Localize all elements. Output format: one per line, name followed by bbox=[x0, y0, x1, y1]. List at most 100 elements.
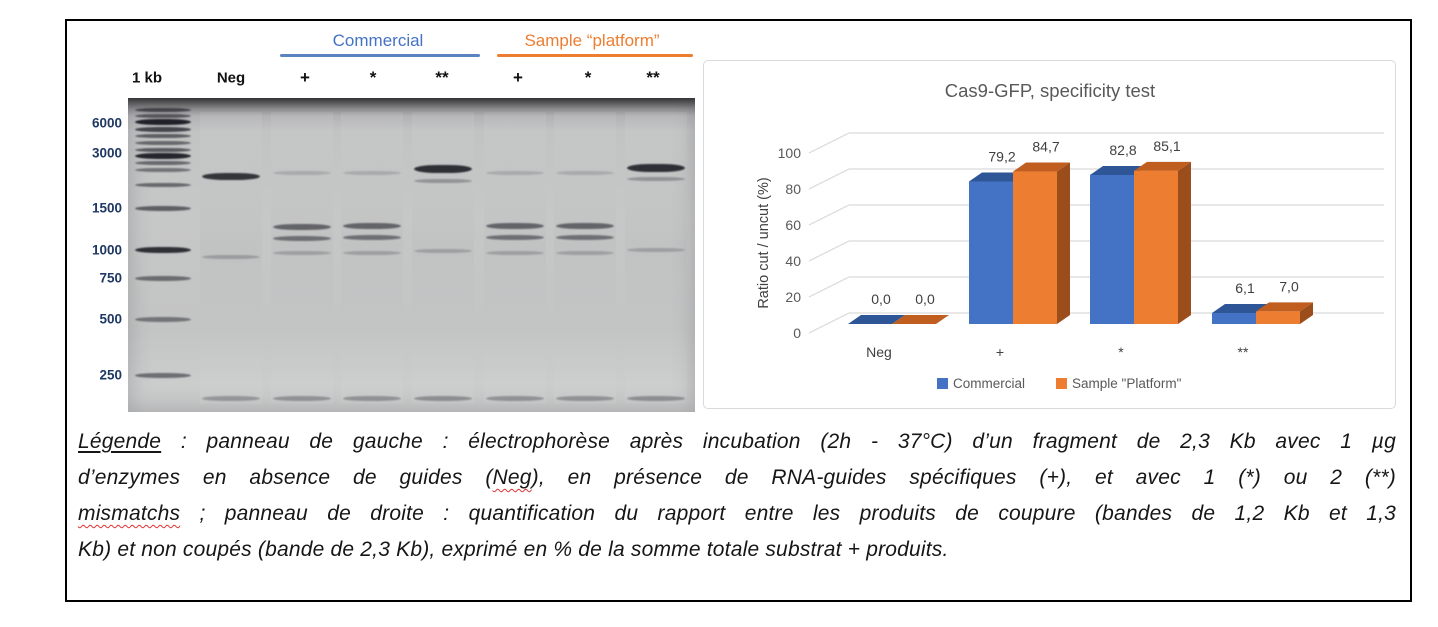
gel-marker-label: 6000 bbox=[91, 115, 122, 131]
caption-text: ), en présence de RNA-guides spécifiques… bbox=[531, 466, 1396, 489]
value-label: 84,7 bbox=[1032, 139, 1059, 155]
caption-spellcheck-word: mismatchs bbox=[78, 502, 181, 525]
gel-band bbox=[343, 395, 401, 401]
y-axis-title: Ratio cut / uncut (%) bbox=[756, 177, 772, 308]
grid-diagonal bbox=[808, 204, 850, 226]
category-label: Neg bbox=[866, 344, 892, 360]
category-label: * bbox=[1118, 344, 1124, 360]
gel-band bbox=[135, 316, 191, 322]
gel-band bbox=[135, 108, 191, 112]
gel-lane-streak bbox=[625, 112, 687, 404]
gel-band bbox=[486, 234, 544, 240]
gel-marker-label: 1500 bbox=[91, 200, 122, 216]
gel-band bbox=[135, 205, 191, 211]
gel-band bbox=[202, 255, 260, 259]
gel-band bbox=[343, 171, 401, 175]
y-tick-label: 60 bbox=[785, 217, 801, 233]
gel-band bbox=[556, 234, 614, 240]
gel-lane-streak bbox=[341, 112, 403, 404]
gel-lane-label: + bbox=[300, 68, 310, 87]
caption-text: Kb) et non coupés (bande de 2,3 Kb), exp… bbox=[78, 538, 949, 561]
bar-sample bbox=[1013, 171, 1057, 324]
legend-label: Commercial bbox=[953, 376, 1025, 391]
caption-spellcheck-word: Neg bbox=[492, 466, 532, 489]
caption-line: Légende : panneau de gauche : électropho… bbox=[78, 424, 1396, 460]
gel-band bbox=[414, 249, 472, 253]
gel-lane-label: 1 kb bbox=[131, 69, 163, 87]
gel-band bbox=[135, 275, 191, 281]
gel-lane-streak bbox=[554, 112, 616, 404]
gel-band bbox=[135, 161, 191, 165]
gel-electrophoresis-image bbox=[128, 98, 695, 412]
grid-diagonal bbox=[808, 276, 850, 298]
value-label: 79,2 bbox=[988, 148, 1015, 164]
bar-sample bbox=[1256, 311, 1300, 324]
legend-swatch bbox=[937, 378, 948, 389]
gel-band bbox=[135, 114, 191, 118]
gel-lane-streak bbox=[271, 112, 333, 404]
grid-diagonal bbox=[808, 132, 850, 154]
gel-band bbox=[486, 171, 544, 175]
caption-text: d’enzymes en absence de guides ( bbox=[78, 466, 493, 489]
caption-underlined-word: Légende bbox=[78, 430, 162, 453]
specificity-chart-panel: Cas9-GFP, specificity test Ratio cut / un… bbox=[703, 60, 1396, 409]
gel-group-underline bbox=[280, 54, 480, 57]
legend-label: Sample "Platform" bbox=[1072, 376, 1182, 391]
gel-band bbox=[414, 179, 472, 183]
gel-band bbox=[486, 251, 544, 255]
gel-marker-label: 750 bbox=[99, 270, 122, 286]
y-tick-label: 20 bbox=[785, 289, 801, 305]
y-tick-label: 40 bbox=[785, 253, 801, 269]
gel-band bbox=[627, 248, 685, 252]
bar-side-sample bbox=[1057, 162, 1070, 324]
gel-band bbox=[135, 148, 191, 152]
gel-band bbox=[343, 223, 401, 229]
gel-band bbox=[135, 168, 191, 172]
value-label: 0,0 bbox=[871, 291, 891, 307]
caption-line: Kb) et non coupés (bande de 2,3 Kb), exp… bbox=[78, 532, 1396, 568]
bar-commercial bbox=[1090, 174, 1134, 324]
value-label: 6,1 bbox=[1235, 280, 1255, 296]
gel-lane-label: ** bbox=[435, 68, 449, 87]
bar-top-sample bbox=[1013, 162, 1070, 172]
figure-caption: Légende : panneau de gauche : électropho… bbox=[78, 424, 1396, 568]
gel-band bbox=[273, 224, 331, 230]
gel-group-header: Commercial bbox=[332, 31, 424, 50]
bar-top-commercial bbox=[1090, 165, 1147, 175]
y-tick-label: 0 bbox=[793, 325, 801, 341]
gel-band bbox=[486, 395, 544, 401]
value-label: 82,8 bbox=[1109, 142, 1136, 158]
gel-band bbox=[135, 141, 191, 145]
gel-band bbox=[273, 235, 331, 241]
bar-side-sample bbox=[1300, 302, 1313, 324]
gel-band bbox=[135, 183, 191, 187]
gel-band bbox=[343, 251, 401, 255]
gel-marker-label: 3000 bbox=[91, 145, 122, 161]
gel-band bbox=[135, 126, 191, 132]
caption-text: ; panneau de droite : quantification du … bbox=[180, 502, 1396, 525]
bar-side-sample bbox=[1178, 161, 1191, 324]
gel-marker-label: 250 bbox=[99, 367, 122, 383]
gel-lane-label: ** bbox=[646, 68, 660, 87]
gel-lane-streak bbox=[200, 112, 262, 404]
gel-band bbox=[273, 395, 331, 401]
gel-lane-label: + bbox=[513, 68, 523, 87]
category-label: + bbox=[996, 344, 1004, 360]
gel-lane-streak bbox=[412, 112, 474, 404]
bar-sample bbox=[1134, 170, 1178, 324]
category-label: ** bbox=[1238, 344, 1249, 360]
gel-lane-label: Neg bbox=[216, 69, 246, 87]
gel-band bbox=[556, 395, 614, 401]
bar-top-sample bbox=[1256, 302, 1313, 312]
bar-commercial bbox=[969, 181, 1013, 324]
gel-band bbox=[135, 153, 191, 159]
gel-band bbox=[486, 223, 544, 229]
bar-top-commercial bbox=[969, 172, 1026, 182]
bar-top-commercial bbox=[1212, 304, 1269, 314]
value-label: 7,0 bbox=[1279, 278, 1299, 294]
bar-top-sample bbox=[1134, 161, 1191, 171]
grid-diagonal bbox=[808, 312, 850, 334]
gel-band bbox=[627, 395, 685, 401]
gel-band bbox=[135, 119, 191, 125]
